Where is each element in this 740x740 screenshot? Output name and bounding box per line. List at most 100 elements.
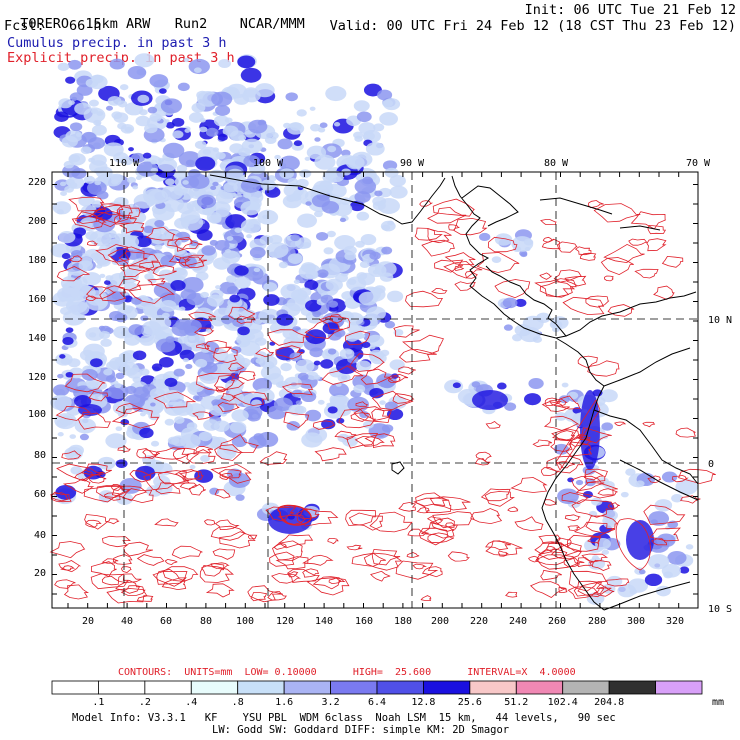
cumulus-cell — [100, 338, 112, 347]
explicit-contour — [551, 542, 583, 560]
cumulus-cell — [128, 324, 144, 336]
explicit-contour — [552, 430, 576, 441]
cumulus-cell — [217, 133, 228, 141]
x-tick-label: 120 — [276, 616, 294, 627]
explicit-contour — [388, 376, 401, 383]
cumulus-cell — [184, 325, 199, 336]
cumulus-cell — [177, 82, 190, 92]
explicit-contour — [593, 586, 615, 597]
cumulus-cell — [222, 125, 239, 137]
explicit-contour — [218, 469, 242, 479]
cumulus-cell — [249, 246, 266, 259]
cumulus-cell — [150, 440, 160, 447]
cumulus-cell — [601, 549, 610, 555]
cumulus-cell — [389, 359, 405, 371]
x-tick-label: 260 — [548, 616, 566, 627]
explicit-contour — [429, 496, 471, 511]
explicit-contour — [213, 346, 238, 364]
explicit-contour — [485, 421, 501, 429]
explicit-contour — [544, 397, 562, 406]
explicit-contour — [672, 474, 689, 483]
contours-interval: INTERVAL=X 4.0000 — [467, 667, 576, 678]
colorbar-label: 6.4 — [367, 697, 387, 708]
cumulus-cell — [52, 384, 70, 397]
cumulus-cell — [496, 382, 507, 390]
cumulus-cell — [260, 365, 282, 380]
explicit-contour — [153, 391, 197, 409]
cumulus-cell — [491, 256, 502, 264]
cumulus-cell — [240, 200, 261, 216]
explicit-contour — [345, 330, 371, 346]
explicit-contour — [345, 509, 376, 526]
explicit-contour — [195, 446, 214, 454]
cumulus-cell — [254, 337, 267, 346]
cumulus-cell — [304, 156, 311, 161]
explicit-contour — [118, 251, 160, 272]
cumulus-cell — [373, 123, 385, 132]
cumulus-cell — [185, 363, 193, 370]
cumulus-cell — [656, 533, 676, 548]
colorbar-label: 3.2 — [321, 697, 340, 708]
explicit-contour — [58, 560, 82, 573]
cumulus-cell — [201, 245, 216, 256]
cumulus-cell — [185, 159, 195, 166]
explicit-contour — [600, 257, 634, 276]
cumulus-cell — [56, 287, 77, 302]
cumulus-cell — [173, 368, 185, 377]
explicit-contour — [614, 421, 627, 427]
cumulus-cell — [345, 155, 365, 170]
cumulus-cell — [679, 566, 690, 574]
cumulus-cell — [57, 373, 64, 379]
cumulus-cell — [278, 155, 300, 171]
cumulus-cell — [211, 91, 233, 107]
explicit-contour — [678, 468, 716, 484]
cumulus-cell — [393, 329, 404, 337]
cumulus-cell — [61, 135, 78, 148]
x-tick-label: 300 — [627, 616, 645, 627]
y-tick-label: 200 — [28, 216, 46, 227]
explicit-contour — [157, 470, 190, 485]
cumulus-cell — [134, 53, 155, 68]
explicit-contour — [215, 386, 229, 393]
cumulus-cell — [67, 59, 82, 70]
explicit-contour — [86, 240, 98, 246]
cumulus-cell — [179, 306, 186, 312]
cumulus-cell — [224, 117, 233, 124]
x-tick-label: 280 — [588, 616, 606, 627]
explicit-contour — [549, 398, 568, 407]
explicit-contour — [584, 468, 608, 484]
explicit-contour — [398, 366, 416, 375]
explicit-contour — [581, 553, 609, 563]
y-tick-label: 120 — [28, 372, 46, 383]
cumulus-cell — [124, 333, 141, 346]
explicit-contour — [487, 236, 518, 253]
cumulus-cell — [242, 89, 261, 103]
explicit-contour — [338, 408, 377, 429]
cumulus-cell — [289, 352, 303, 362]
cumulus-cell — [160, 254, 177, 267]
explicit-contour — [179, 482, 198, 490]
cumulus-cell — [127, 65, 147, 80]
title-line: TORERO 15km ARW Run2 NCAR/MMM — [4, 3, 305, 31]
cumulus-cell — [240, 178, 261, 193]
cumulus-cell — [171, 117, 185, 127]
explicit-contour — [453, 217, 488, 236]
cumulus-cell — [263, 282, 278, 292]
explicit-contour — [113, 214, 138, 225]
explicit-contour — [228, 306, 256, 320]
cumulus-cell — [298, 287, 312, 297]
cumulus-cell — [327, 406, 338, 414]
cumulus-cell — [120, 364, 131, 371]
explicit-contour — [145, 226, 176, 241]
cumulus-cell — [333, 329, 346, 338]
explicit-contour — [431, 288, 448, 294]
gulf-coast — [461, 185, 519, 227]
cumulus-cell — [127, 368, 135, 374]
explicit-contour — [603, 243, 645, 264]
cumulus-cell — [90, 154, 107, 166]
explicit-contour — [210, 463, 253, 484]
cumulus-cell — [195, 271, 209, 281]
explicit-contour — [204, 340, 233, 355]
cumulus-cell — [179, 349, 195, 361]
explicit-contour — [443, 260, 483, 279]
